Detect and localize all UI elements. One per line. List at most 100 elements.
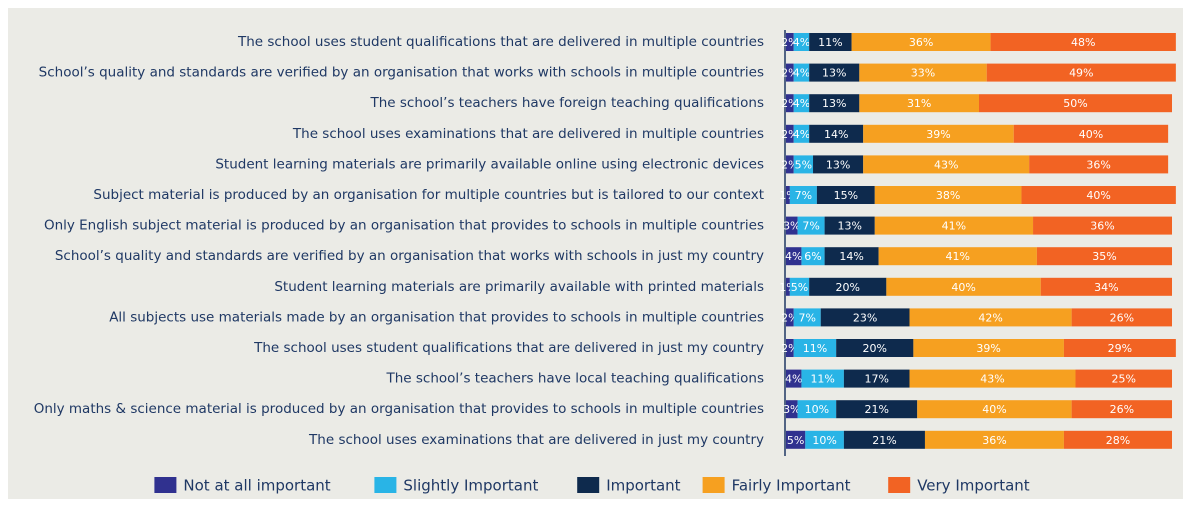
bar-segment <box>878 247 1037 266</box>
bar-segment <box>797 400 837 419</box>
value-label: 5% <box>791 281 808 294</box>
category-label: Subject material is produced by an organ… <box>93 187 764 203</box>
category-label: The school’s teachers have local teachin… <box>386 371 765 387</box>
bar-segment <box>824 216 875 235</box>
value-label: 6% <box>804 250 821 263</box>
bar-segment <box>809 33 852 51</box>
bar-segment <box>836 339 914 357</box>
bar-segment <box>786 63 794 82</box>
value-label: 14% <box>824 128 848 141</box>
value-label: 20% <box>836 281 860 294</box>
bar-segment <box>924 430 1064 449</box>
value-label: 40% <box>1079 128 1103 141</box>
value-label: 28% <box>1106 434 1130 447</box>
value-label: 36% <box>1090 220 1114 233</box>
value-label: 10% <box>812 434 836 447</box>
value-label: 31% <box>907 97 931 110</box>
value-label: 40% <box>951 281 975 294</box>
legend-label: Not at all important <box>183 477 330 495</box>
value-label: 4% <box>793 67 810 80</box>
value-label: 43% <box>934 158 958 171</box>
value-label: 13% <box>822 97 846 110</box>
bar-segment <box>986 63 1176 82</box>
legend-swatch <box>577 477 600 493</box>
value-label: 3% <box>783 220 800 233</box>
bar-segment <box>1029 155 1169 174</box>
bar-segment <box>809 277 887 296</box>
legend-label: Fairly Important <box>732 477 851 495</box>
value-label: 39% <box>976 342 1000 355</box>
bar-segment <box>786 277 790 296</box>
bar-segment <box>824 247 879 266</box>
bar-segment <box>1063 430 1172 449</box>
category-label: Only English subject material is produce… <box>44 218 764 234</box>
value-label: 40% <box>982 403 1006 416</box>
value-label: 33% <box>911 67 935 80</box>
bar-segment <box>786 369 802 388</box>
bar-segment <box>805 430 844 449</box>
value-label: 20% <box>863 342 887 355</box>
value-label: 4% <box>793 36 810 49</box>
value-label: 5% <box>795 158 812 171</box>
value-label: 25% <box>1112 373 1136 386</box>
bar-segment <box>789 186 817 204</box>
value-label: 13% <box>826 158 850 171</box>
value-label: 4% <box>785 373 802 386</box>
value-label: 36% <box>1086 158 1110 171</box>
bar-segment <box>863 124 1014 143</box>
value-label: 7% <box>802 220 819 233</box>
value-label: 5% <box>787 434 804 447</box>
value-label: 39% <box>926 128 950 141</box>
value-label: 14% <box>839 250 863 263</box>
value-label: 23% <box>853 311 877 324</box>
bar-segment <box>874 186 1022 204</box>
value-label: 36% <box>982 434 1006 447</box>
value-label: 48% <box>1071 36 1095 49</box>
bar-segment <box>793 308 821 327</box>
bar-segment <box>917 400 1072 419</box>
value-label: 11% <box>818 36 842 49</box>
bar-segment <box>786 339 794 357</box>
bar-segment <box>913 339 1064 357</box>
value-label: 26% <box>1110 403 1134 416</box>
category-label: Only maths & science material is produce… <box>34 401 764 417</box>
bar-segment <box>786 308 794 327</box>
bar-segment <box>789 277 810 296</box>
bar-segment <box>786 216 798 235</box>
bar-segment <box>786 247 802 266</box>
value-label: 36% <box>909 36 933 49</box>
value-label: 13% <box>837 220 861 233</box>
bar-segment <box>1063 339 1176 357</box>
legend-swatch <box>702 477 725 493</box>
bar-segment <box>874 216 1034 235</box>
value-label: 43% <box>980 373 1004 386</box>
bar-segment <box>793 94 810 113</box>
bar-segment <box>786 33 794 51</box>
bar-segment <box>809 124 864 143</box>
category-label: Student learning materials are primarily… <box>274 279 764 295</box>
bar-segment <box>1071 308 1172 327</box>
legend-swatch <box>154 477 177 493</box>
legend-label: Important <box>606 477 680 495</box>
bar-segment <box>786 400 798 419</box>
value-label: 40% <box>1086 189 1110 202</box>
bar-segment <box>1013 124 1169 143</box>
bar-segment <box>786 155 794 174</box>
bar-segment <box>797 216 825 235</box>
value-label: 13% <box>822 67 846 80</box>
bar-segment <box>809 63 860 82</box>
bar-segment <box>786 124 794 143</box>
legend-swatch <box>888 477 911 493</box>
category-label: School’s quality and standards are verif… <box>39 65 764 81</box>
value-label: 21% <box>872 434 896 447</box>
bar-segment <box>820 308 910 327</box>
bar-segment <box>863 155 1030 174</box>
bar-segment <box>1075 369 1172 388</box>
value-label: 35% <box>1092 250 1116 263</box>
category-label: The school uses student qualifications t… <box>253 340 764 356</box>
legend-label: Slightly Important <box>403 477 538 495</box>
bar-segment <box>990 33 1176 51</box>
value-label: 15% <box>834 189 858 202</box>
bar-segment <box>843 369 910 388</box>
